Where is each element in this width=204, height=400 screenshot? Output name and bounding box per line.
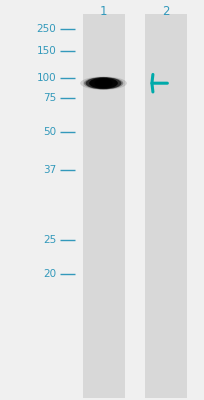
Text: 50: 50 xyxy=(43,127,56,137)
Text: 75: 75 xyxy=(43,93,56,103)
Text: 100: 100 xyxy=(37,73,56,83)
Text: 150: 150 xyxy=(37,46,56,56)
Bar xyxy=(82,14,124,398)
Ellipse shape xyxy=(85,77,121,89)
Ellipse shape xyxy=(80,76,126,90)
Ellipse shape xyxy=(94,78,112,88)
Bar xyxy=(144,14,186,398)
Ellipse shape xyxy=(83,77,123,90)
Text: 37: 37 xyxy=(43,165,56,175)
Text: 25: 25 xyxy=(43,235,56,245)
Text: 250: 250 xyxy=(37,24,56,34)
Text: 1: 1 xyxy=(99,5,107,18)
Ellipse shape xyxy=(89,78,117,89)
Text: 20: 20 xyxy=(43,269,56,279)
Text: 2: 2 xyxy=(162,5,169,18)
